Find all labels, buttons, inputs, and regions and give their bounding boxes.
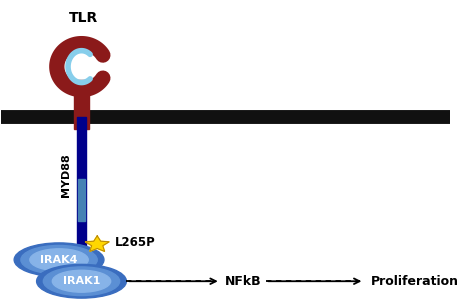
- Text: L265P: L265P: [115, 237, 156, 249]
- Bar: [74, 80, 89, 129]
- Bar: [77, 117, 86, 246]
- Text: IRAK1: IRAK1: [63, 276, 100, 286]
- Text: Proliferation: Proliferation: [371, 275, 459, 288]
- Ellipse shape: [43, 267, 119, 296]
- Ellipse shape: [14, 243, 104, 277]
- Ellipse shape: [21, 245, 97, 274]
- Bar: [78, 179, 85, 221]
- Text: NFkB: NFkB: [225, 275, 262, 288]
- Polygon shape: [85, 236, 109, 251]
- Ellipse shape: [52, 270, 110, 292]
- Ellipse shape: [30, 249, 88, 271]
- Ellipse shape: [36, 264, 127, 298]
- Text: IRAK4: IRAK4: [40, 255, 78, 265]
- Text: MYD88: MYD88: [61, 154, 71, 197]
- Text: TLR: TLR: [69, 11, 99, 25]
